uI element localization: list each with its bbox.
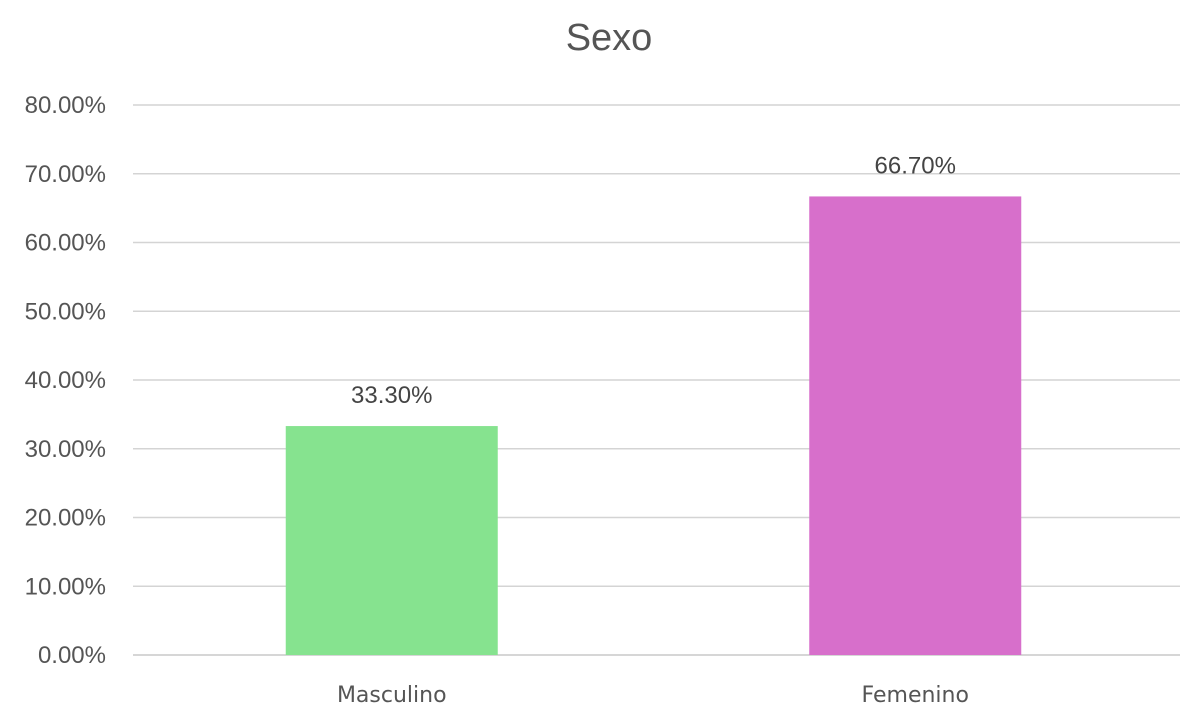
- y-tick-label: 60.00%: [25, 230, 106, 257]
- data-label: 33.30%: [351, 382, 432, 409]
- y-tick-label: 30.00%: [25, 436, 106, 463]
- bar-femenino: [809, 196, 1022, 655]
- y-axis-ticks: 0.00% 10.00% 20.00% 30.00% 40.00% 50.00% 60.00…: [25, 92, 106, 669]
- y-tick-label: 70.00%: [25, 161, 106, 188]
- y-tick-label: 50.00%: [25, 298, 106, 325]
- x-tick-label: Femenino: [862, 683, 969, 707]
- bars: [285, 196, 1022, 655]
- data-label: 66.70%: [875, 152, 956, 179]
- data-labels: 33.30% 66.70%: [351, 152, 956, 409]
- y-tick-label: 80.00%: [25, 92, 106, 119]
- chart-title: Sexo: [566, 17, 653, 59]
- y-tick-label: 20.00%: [25, 505, 106, 532]
- y-tick-label: 10.00%: [25, 573, 106, 600]
- y-tick-label: 40.00%: [25, 367, 106, 394]
- x-tick-label: Masculino: [337, 683, 447, 707]
- bar-masculino: [285, 426, 498, 655]
- y-tick-label: 0.00%: [38, 642, 106, 669]
- x-axis-ticks: Masculino Femenino: [337, 683, 969, 707]
